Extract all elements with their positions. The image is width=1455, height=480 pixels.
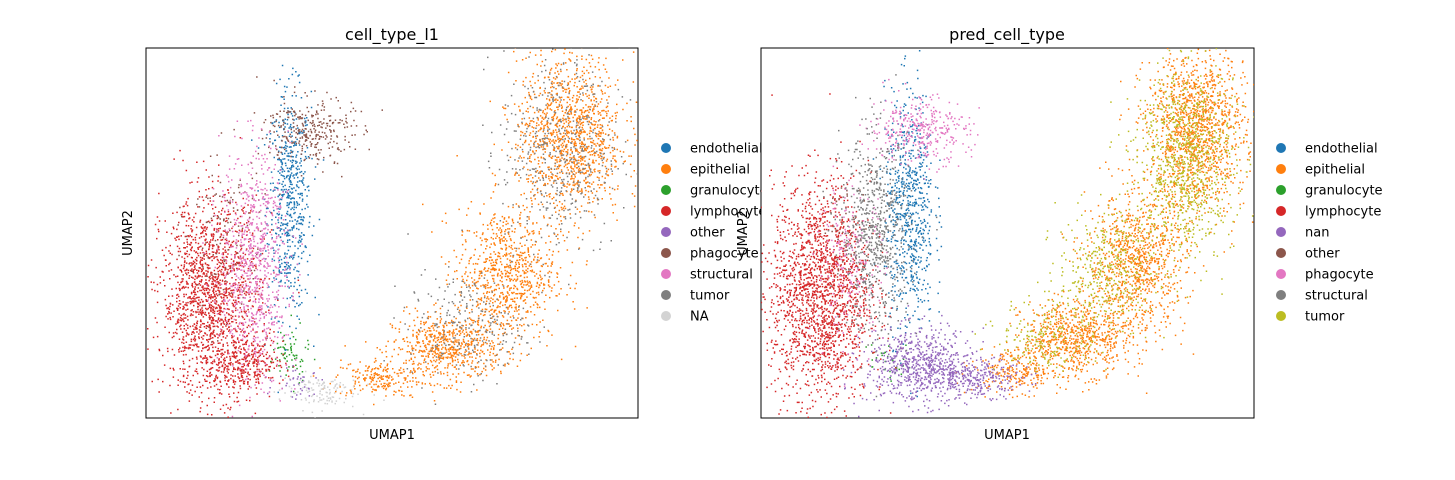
- legend-item: phagocyte: [661, 247, 759, 262]
- legend-label: phagocyte: [690, 247, 759, 262]
- legend-item: other: [661, 226, 725, 241]
- points-layer: [147, 48, 638, 418]
- legend-item: granulocyte: [661, 184, 768, 199]
- legend-marker: [661, 227, 671, 237]
- legend-item: nan: [1276, 226, 1329, 241]
- legend-item: NA: [661, 310, 709, 325]
- chart-title: cell_type_l1: [345, 25, 439, 45]
- legend-label: NA: [690, 310, 709, 325]
- legend-item: epithelial: [661, 163, 750, 178]
- legend-marker: [661, 143, 671, 153]
- panel-pred-cell-type: pred_cell_type UMAP1 UMAP2 endothelial ep…: [736, 25, 1383, 443]
- legend-item: tumor: [1276, 310, 1345, 325]
- x-axis-label: UMAP1: [984, 428, 1030, 443]
- legend-item: lymphocyte: [661, 205, 766, 220]
- legend-label: lymphocyte: [1305, 205, 1381, 220]
- legend-label: tumor: [1305, 310, 1345, 325]
- series-tumor: [383, 48, 638, 405]
- legend-label: other: [1305, 247, 1340, 262]
- legend-marker: [1276, 248, 1286, 258]
- legend-item: endothelial: [1276, 142, 1378, 157]
- legend-item: phagocyte: [1276, 268, 1374, 283]
- legend-marker: [1276, 269, 1286, 279]
- legend-label: endothelial: [1305, 142, 1378, 157]
- scatter-points-tumor: [383, 48, 638, 405]
- legend-marker: [661, 206, 671, 216]
- scatter-points: [761, 48, 1254, 418]
- legend-item: structural: [661, 268, 753, 283]
- legend-marker: [661, 269, 671, 279]
- legend: endothelial epithelial granulocyte lymphocy…: [661, 142, 768, 325]
- panel-cell-type-l1: cell_type_l1 UMAP1 UMAP2 endothelial epit…: [121, 25, 768, 443]
- scatter-points-lymphocyte: [147, 137, 300, 418]
- y-axis-label: UMAP2: [121, 210, 136, 256]
- legend-marker: [661, 185, 671, 195]
- legend-marker: [1276, 185, 1286, 195]
- legend-item: lymphocyte: [1276, 205, 1381, 220]
- legend-marker: [661, 311, 671, 321]
- legend-marker: [661, 248, 671, 258]
- legend-label: structural: [1305, 289, 1368, 304]
- legend-label: lymphocyte: [690, 205, 766, 220]
- legend-label: nan: [1305, 226, 1329, 241]
- legend-label: structural: [690, 268, 753, 283]
- legend-label: granulocyte: [1305, 184, 1383, 199]
- scatter-points-tumor: [974, 48, 1254, 378]
- series-na: [273, 370, 385, 418]
- points-layer: [761, 48, 1254, 418]
- legend-label: epithelial: [690, 163, 750, 178]
- series-tumor: [974, 48, 1254, 378]
- legend-marker: [1276, 164, 1286, 174]
- legend: endothelial epithelial granulocyte lymphocy…: [1276, 142, 1383, 325]
- legend-marker: [1276, 206, 1286, 216]
- legend-marker: [1276, 290, 1286, 300]
- series-lymphocyte: [147, 137, 300, 418]
- legend-label: phagocyte: [1305, 268, 1374, 283]
- legend-marker: [1276, 227, 1286, 237]
- series-endothelial: [872, 50, 943, 398]
- scatter-points-epithelial: [955, 48, 1254, 399]
- plot-area: [760, 47, 1255, 419]
- legend-item: other: [1276, 247, 1340, 262]
- legend-marker: [1276, 143, 1286, 153]
- legend-label: endothelial: [690, 142, 763, 157]
- legend-item: tumor: [661, 289, 730, 304]
- legend-label: tumor: [690, 289, 730, 304]
- legend-marker: [661, 290, 671, 300]
- legend-label: granulocyte: [690, 184, 768, 199]
- legend-item: endothelial: [661, 142, 763, 157]
- legend-item: granulocyte: [1276, 184, 1383, 199]
- legend-item: structural: [1276, 289, 1368, 304]
- legend-marker: [1276, 311, 1286, 321]
- series-epithelial: [955, 48, 1254, 399]
- y-axis-label: UMAP2: [736, 210, 751, 256]
- legend-marker: [661, 164, 671, 174]
- x-axis-label: UMAP1: [369, 428, 415, 443]
- scatter-points-lymphocyte: [761, 93, 904, 418]
- series-lymphocyte: [761, 93, 904, 418]
- chart-title: pred_cell_type: [949, 25, 1065, 45]
- legend-label: epithelial: [1305, 163, 1365, 178]
- scatter-points: [147, 48, 638, 418]
- legend-item: epithelial: [1276, 163, 1365, 178]
- scatter-points-endothelial: [872, 50, 943, 398]
- legend-label: other: [690, 226, 725, 241]
- scatter-points-na: [273, 370, 385, 418]
